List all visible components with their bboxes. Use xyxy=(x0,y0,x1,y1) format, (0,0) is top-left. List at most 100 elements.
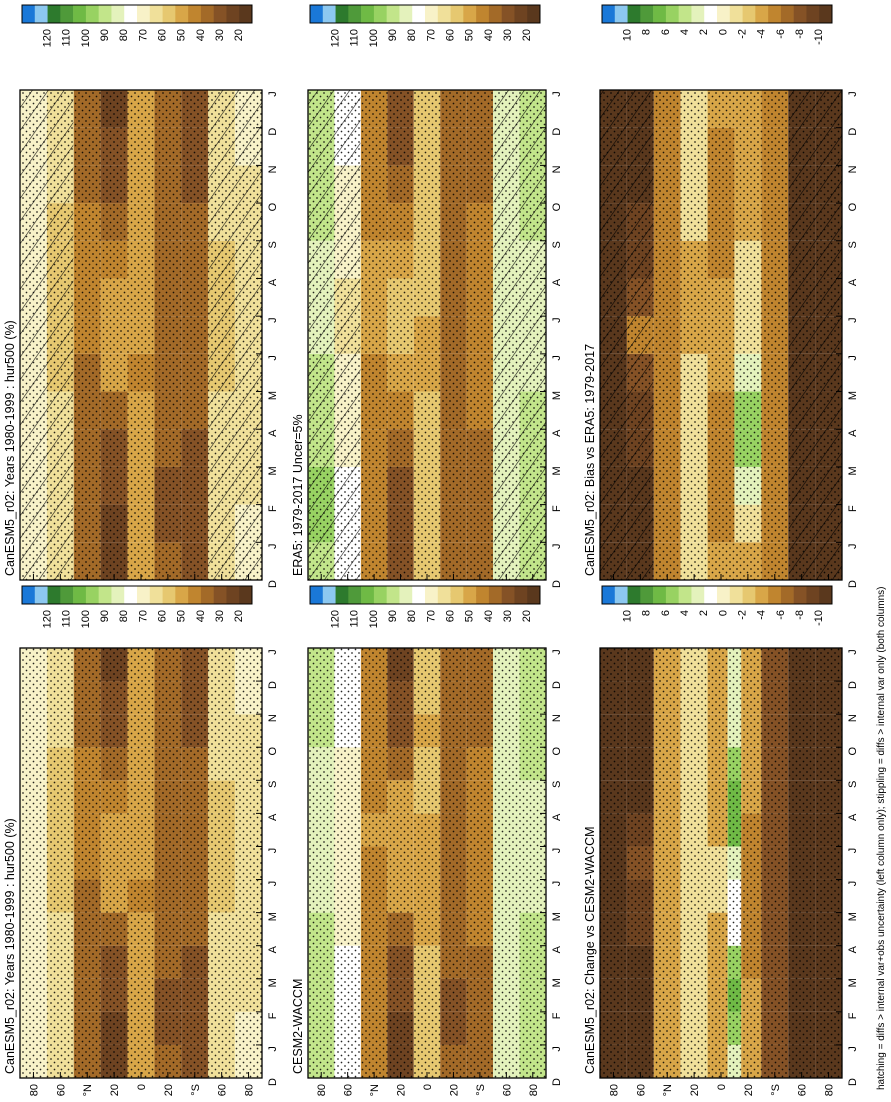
month-tick-label: J xyxy=(551,317,563,323)
panel-title: ERA5: 1979-2017 Uncer=5% xyxy=(291,414,305,576)
colorbar-swatch xyxy=(665,5,679,23)
colorbar-tick-label: 30 xyxy=(214,29,226,41)
colorbar-swatch xyxy=(310,5,324,23)
colorbar-swatch xyxy=(527,5,541,23)
colorbar-tick-label: 60 xyxy=(444,610,456,622)
colorbar-swatch xyxy=(361,5,375,23)
colorbar-tick-label: 90 xyxy=(99,610,111,622)
month-tick-label: D xyxy=(551,128,563,136)
month-tick-label: J xyxy=(551,1046,563,1052)
colorbar-swatch xyxy=(514,586,528,604)
colorbar-tick-label: 10 xyxy=(621,29,633,41)
colorbar-swatch xyxy=(463,5,477,23)
colorbar-swatch xyxy=(34,586,48,604)
month-tick-label: J xyxy=(847,848,859,854)
colorbar-swatch xyxy=(806,586,820,604)
colorbar-tick-label: 90 xyxy=(99,29,111,41)
month-tick-label: F xyxy=(847,505,859,512)
colorbar-swatch xyxy=(60,5,74,23)
hatching-overlay xyxy=(493,90,546,580)
month-tick-label: J xyxy=(267,355,279,361)
colorbar-tick-label: 6 xyxy=(660,29,672,35)
colorbar-swatch xyxy=(399,586,413,604)
colorbar-swatch xyxy=(322,586,336,604)
month-tick-label: J xyxy=(267,848,279,854)
colorbar-swatch xyxy=(678,5,692,23)
colorbar-tick-label: 100 xyxy=(368,610,380,628)
colorbar-tick-label: -8 xyxy=(794,29,806,39)
lat-tick-label: °S xyxy=(190,1084,202,1096)
colorbar-swatch xyxy=(124,586,138,604)
month-tick-label: D xyxy=(847,681,859,689)
month-tick-label: A xyxy=(551,278,563,286)
colorbar-frame xyxy=(21,4,253,24)
lat-tick-label: 80 xyxy=(244,1084,256,1096)
month-tick-label: J xyxy=(551,848,563,854)
panel-2: 80 60 °N 20 0 20 °S 60 80 D J F M A M J J A S O N D J CanESM5_r… xyxy=(3,585,279,1096)
colorbar-tick-label: 120 xyxy=(41,29,53,47)
colorbar-swatch xyxy=(602,5,616,23)
colorbar-swatch xyxy=(239,586,253,604)
colorbar-swatch xyxy=(85,5,99,23)
month-tick-label: D xyxy=(267,681,279,689)
colorbar-swatch xyxy=(627,586,641,604)
month-tick-label: D xyxy=(847,1078,859,1086)
colorbar-swatch xyxy=(111,586,125,604)
colorbar-tick-label: 30 xyxy=(214,610,226,622)
colorbar-tick-label: 110 xyxy=(349,29,361,47)
colorbar-tick-label: 100 xyxy=(80,610,92,628)
month-tick-label: A xyxy=(267,813,279,821)
colorbar-swatch xyxy=(348,586,362,604)
colorbar-tick-label: 80 xyxy=(406,610,418,622)
colorbar-swatch xyxy=(819,586,833,604)
colorbar-swatch xyxy=(729,586,743,604)
colorbar-tick-label: -10 xyxy=(813,610,825,626)
colorbar-tick-label: 60 xyxy=(156,610,168,622)
colorbar-swatch xyxy=(188,5,202,23)
colorbar-swatch xyxy=(111,5,125,23)
colorbar-tick-label: -4 xyxy=(756,610,768,620)
month-tick-label: J xyxy=(551,544,563,550)
colorbar-tick-label: -8 xyxy=(794,610,806,620)
colorbar-swatch xyxy=(310,586,324,604)
colorbar-swatch xyxy=(226,5,240,23)
colorbar-tick-label: 110 xyxy=(349,610,361,628)
colorbar-swatch xyxy=(476,586,490,604)
month-tick-label: O xyxy=(267,747,279,756)
month-tick-label: J xyxy=(847,881,859,887)
colorbar-swatch xyxy=(665,586,679,604)
colorbar-swatch xyxy=(226,586,240,604)
month-tick-label: M xyxy=(847,978,859,987)
colorbar-swatch xyxy=(412,5,426,23)
colorbar-swatch xyxy=(149,586,163,604)
month-tick-label: N xyxy=(847,714,859,722)
lat-tick-label: 0 xyxy=(136,1084,148,1090)
lat-tick-label: °N xyxy=(369,1084,381,1096)
lat-tick-label: 60 xyxy=(501,1084,513,1096)
month-tick-label: A xyxy=(847,429,859,437)
lat-tick-label: °N xyxy=(82,1084,94,1096)
month-tick-label: N xyxy=(267,165,279,173)
colorbar-swatch xyxy=(780,5,794,23)
month-tick-label: A xyxy=(847,945,859,953)
colorbar-swatch xyxy=(450,586,464,604)
panel-4: 80 60 °N 20 0 20 °S 60 80 D J F M A M J J A S O N D J CESM2-WAC… xyxy=(291,585,563,1096)
month-tick-label: M xyxy=(267,391,279,400)
colorbar-swatch xyxy=(755,5,769,23)
month-tick-label: M xyxy=(267,912,279,921)
colorbar-swatch xyxy=(437,5,451,23)
colorbar-swatch xyxy=(373,5,387,23)
month-tick-label: N xyxy=(551,165,563,173)
panel-title: CanESM5_r02: Years 1980-1999 : hur500 (%… xyxy=(3,818,17,1074)
colorbar-swatch xyxy=(137,5,151,23)
colorbar-swatch xyxy=(425,5,439,23)
month-tick-label: D xyxy=(847,128,859,136)
colorbar-frame xyxy=(309,585,541,605)
month-tick-label: O xyxy=(551,747,563,756)
month-tick-label: O xyxy=(267,202,279,211)
colorbar-swatch xyxy=(162,586,176,604)
colorbar-swatch xyxy=(239,5,253,23)
colorbar-swatch xyxy=(729,5,743,23)
month-tick-label: D xyxy=(267,580,279,588)
